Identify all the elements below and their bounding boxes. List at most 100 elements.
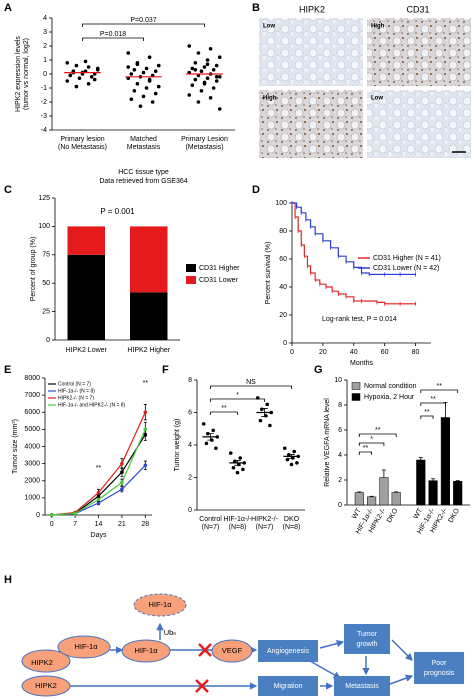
- data-point: [143, 410, 148, 415]
- data-point: [190, 66, 195, 71]
- annotation: NS: [246, 379, 256, 386]
- significance-bracket: [82, 23, 205, 27]
- y-tick-label: 80: [279, 228, 287, 235]
- node-label: HIPK2: [31, 658, 53, 667]
- tile-label: Low: [371, 96, 383, 102]
- y-tick-label: -1: [41, 85, 47, 92]
- survival-step: [338, 293, 347, 297]
- x-tick-label: 0: [290, 349, 294, 356]
- inhibition-mark: [195, 643, 212, 693]
- y-tick-label: 4: [338, 452, 342, 459]
- data-point: [190, 83, 195, 87]
- y-tick-label: 100: [275, 200, 287, 207]
- x-axis-label: Days: [91, 532, 107, 539]
- data-point: [141, 94, 146, 99]
- data-point: [86, 65, 91, 69]
- data-point: [132, 89, 137, 93]
- y-tick-label: 25: [42, 308, 50, 315]
- node: [211, 639, 253, 663]
- y-axis-label: Percent survival (%): [265, 242, 272, 305]
- x-tick-label: (N=8): [229, 524, 247, 531]
- data-point: [208, 96, 213, 100]
- node: [121, 639, 171, 663]
- x-tick-label: DKO: [284, 516, 300, 523]
- bar: [416, 459, 426, 506]
- data-point: [126, 51, 131, 55]
- bar: [354, 492, 364, 506]
- x-tick-label: Primary lesion: [60, 136, 104, 143]
- y-tick-label: 0: [338, 502, 342, 509]
- data-point: [135, 62, 140, 66]
- node-label: prognosis: [424, 670, 455, 677]
- error-bar: [207, 433, 214, 441]
- x-axis-label: Data retrieved from GSE364: [99, 178, 187, 185]
- significance-bracket: [358, 451, 372, 455]
- data-point: [129, 72, 134, 76]
- y-tick-label: 75: [42, 252, 50, 259]
- error-bar: [431, 478, 436, 481]
- survival-step: [298, 230, 302, 245]
- x-tick-label: (No Metastasis): [58, 144, 107, 151]
- panel-label: G: [314, 364, 323, 376]
- x-tick-label: HIF-1α-/-: [223, 516, 252, 523]
- data-point: [217, 107, 222, 111]
- data-point: [156, 63, 161, 68]
- y-tick-label: 0: [36, 512, 40, 519]
- error-bar: [261, 408, 268, 417]
- survival-step: [361, 272, 370, 275]
- y-tick-label: 0: [283, 340, 287, 347]
- x-tick-label: 80: [412, 349, 420, 356]
- panel-label: B: [252, 2, 260, 14]
- y-axis-label: HIPK2 expression levels: [15, 36, 22, 112]
- annotation: **: [424, 409, 430, 416]
- survival-step: [330, 247, 339, 257]
- data-point: [258, 418, 263, 423]
- significance-bracket: [210, 385, 292, 389]
- node-label: growth: [356, 641, 377, 648]
- tile-label: Low: [263, 24, 275, 30]
- bar-segment: [130, 226, 168, 293]
- node-label: Angiogenesis: [267, 648, 310, 655]
- legend-label: HIF-1α-/- (N = 8): [58, 388, 95, 394]
- legend-label: CD31 Higher (N = 41): [373, 255, 441, 262]
- y-tick-label: 3000: [24, 460, 40, 467]
- annotation: *: [370, 436, 373, 443]
- column-header: HIPK2: [299, 4, 325, 14]
- data-point: [205, 76, 210, 80]
- error-bar: [357, 491, 362, 493]
- data-point: [211, 68, 216, 72]
- data-point: [65, 79, 70, 83]
- data-point: [202, 65, 207, 69]
- data-point: [120, 487, 124, 492]
- data-point: [201, 422, 206, 426]
- legend-label: CD31 Lower: [199, 277, 239, 284]
- data-point: [228, 451, 233, 455]
- panel-label: C: [4, 184, 12, 196]
- annotation: **: [96, 465, 102, 472]
- data-point: [196, 51, 201, 55]
- data-point: [214, 79, 219, 83]
- survival-step: [338, 255, 347, 262]
- x-tick-label: DKO: [447, 507, 461, 524]
- y-tick-label: 2: [43, 43, 47, 50]
- y-tick-label: 1000: [24, 495, 40, 502]
- data-point: [265, 402, 270, 407]
- x-tick-label: 28: [141, 521, 149, 528]
- survival-step: [305, 219, 312, 227]
- data-point: [77, 76, 82, 80]
- error-bar: [369, 495, 374, 497]
- y-tick-label: 8000: [24, 375, 40, 382]
- data-point: [187, 93, 192, 97]
- y-tick-label: 10: [334, 377, 342, 384]
- y-tick-label: 2: [188, 474, 192, 481]
- survival-step: [310, 226, 316, 234]
- x-tick-label: 21: [118, 521, 126, 528]
- data-point: [217, 75, 222, 79]
- chart-title: P = 0.001: [100, 207, 135, 216]
- legend-label: HIF-1α-/- and HIPK2-/- (N = 8): [58, 402, 126, 408]
- data-point: [83, 59, 88, 64]
- data-point: [95, 66, 100, 71]
- data-point: [214, 446, 218, 451]
- node-label: Poor: [432, 660, 447, 667]
- panel-label: A: [4, 2, 12, 14]
